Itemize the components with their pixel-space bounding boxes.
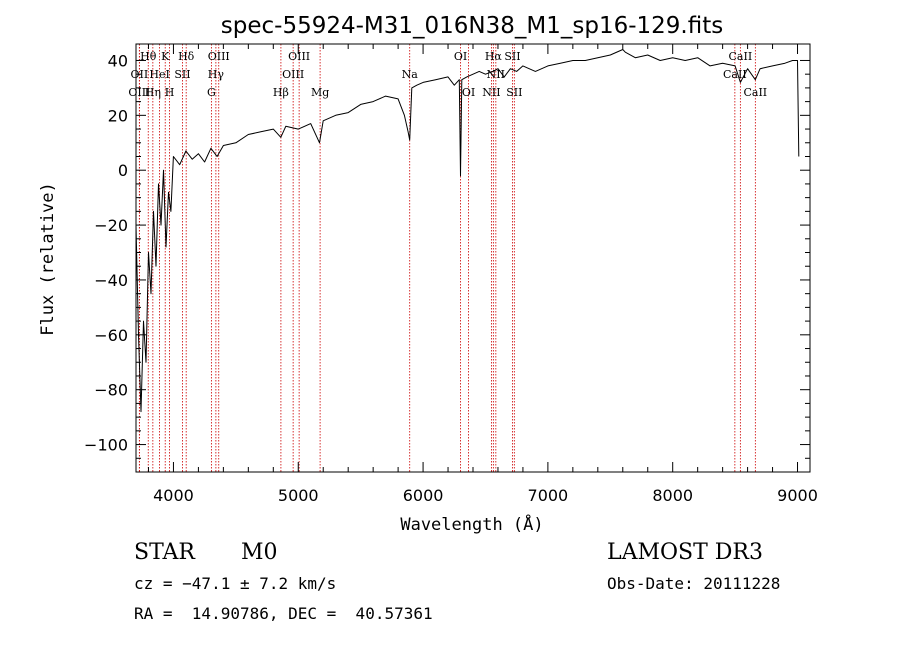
- spectral-line-label: CaII: [743, 86, 767, 99]
- spectral-line-label: H: [165, 86, 175, 99]
- spectral-line-label: Na: [402, 68, 419, 81]
- x-axis-label: Wavelength (Å): [400, 513, 543, 535]
- spectral-line-label: Hδ: [178, 50, 195, 63]
- spectral-line-label: Hθ: [140, 50, 157, 63]
- y-tick-label: 0: [118, 161, 128, 180]
- observation-date: Obs-Date: 20111228: [607, 574, 781, 593]
- y-axis-label: Flux (relative): [38, 182, 58, 336]
- y-tick-label: −20: [94, 216, 128, 235]
- coordinates: RA = 14.90786, DEC = 40.57361: [134, 604, 433, 623]
- spectral-line-label: G: [207, 86, 216, 99]
- x-tick-label: 5000: [278, 486, 319, 505]
- spectral-line-label: OIII: [288, 50, 310, 63]
- spectral-line-label: Hη: [145, 86, 161, 99]
- spectral-line-label: SII: [504, 50, 520, 63]
- spectral-line-label: OI: [454, 50, 467, 63]
- spectrum-line: [135, 49, 800, 413]
- spectral-line-label: Mg: [311, 86, 329, 99]
- redshift-velocity: cz = −47.1 ± 7.2 km/s: [134, 574, 337, 593]
- spectral-line-label: SII: [174, 68, 190, 81]
- spectral-line-label: OIII: [208, 50, 230, 63]
- x-tick-label: 8000: [652, 486, 693, 505]
- x-tick-label: 6000: [403, 486, 444, 505]
- x-tick-label: 9000: [777, 486, 818, 505]
- object-class: STAR: [134, 540, 195, 565]
- spectral-line-label: Hα: [485, 50, 503, 63]
- survey-name: LAMOST DR3: [607, 540, 763, 565]
- spectral-line-label: Hβ: [273, 86, 289, 99]
- y-tick-label: −60: [94, 326, 128, 345]
- object-subclass: M0: [241, 540, 278, 565]
- spectral-line-markers: [138, 44, 756, 472]
- spectral-line-label: HeI: [149, 68, 169, 81]
- plot-frame: [135, 43, 811, 473]
- x-axis-ticks: 4000 5000 6000 7000 8000 9000: [147, 44, 818, 505]
- spectral-line-label: OIII: [128, 86, 150, 99]
- spectral-line-label: OIII: [282, 68, 304, 81]
- spectral-line-label: CaII: [723, 68, 747, 81]
- spectral-line-label: K: [161, 50, 170, 63]
- y-tick-label: −80: [94, 381, 128, 400]
- y-tick-label: 20: [108, 106, 128, 125]
- spectral-line-label: Hγ: [208, 68, 225, 81]
- y-tick-label: −40: [94, 271, 128, 290]
- spectral-line-label: SII: [506, 86, 522, 99]
- chart-title: spec-55924-M31_016N38_M1_sp16-129.fits: [221, 13, 723, 39]
- y-axis-ticks: −100 −80 −60 −40 −20 0 20 40: [84, 51, 810, 473]
- x-tick-label: 4000: [153, 486, 194, 505]
- spectral-line-label: OI: [462, 86, 475, 99]
- x-tick-label: 7000: [528, 486, 569, 505]
- spectral-line-label: NII: [482, 86, 500, 99]
- spectral-line-label: CaII: [729, 50, 753, 63]
- y-tick-label: 40: [108, 51, 128, 70]
- y-tick-label: −100: [84, 436, 128, 455]
